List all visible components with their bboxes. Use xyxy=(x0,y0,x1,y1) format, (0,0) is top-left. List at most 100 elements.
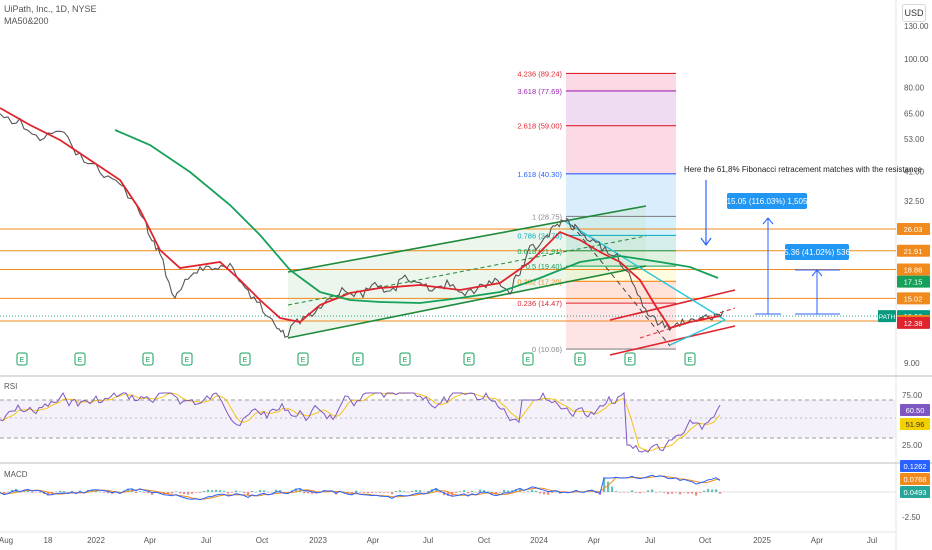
earnings-marker-label: E xyxy=(467,357,472,364)
macd-hist-bar xyxy=(307,492,310,494)
macd-hist-bar xyxy=(543,492,546,495)
macd-hist-bar xyxy=(27,490,30,492)
macd-hist-bar xyxy=(455,492,458,494)
macd-hist-bar xyxy=(555,491,558,493)
macd-hist-bar xyxy=(447,492,450,496)
time-tick-label: 2023 xyxy=(309,536,327,545)
macd-hist-bar xyxy=(251,491,254,492)
rsi-tick-75: 75.00 xyxy=(902,391,923,400)
macd-hist-bar xyxy=(215,489,218,492)
macd-hist-bar xyxy=(391,492,394,495)
rsi-tag-label: 51.96 xyxy=(906,420,925,429)
time-axis[interactable]: Aug 18 2022 Apr Jul Oct 2023 Apr Jul Oct 2024 Apr Ju… xyxy=(0,536,877,545)
macd-hist-bar xyxy=(479,489,482,492)
fib-band xyxy=(566,303,676,350)
macd-hist-bar xyxy=(667,492,670,495)
earnings-marker-label: E xyxy=(526,357,531,364)
price-tick-label: 41.00 xyxy=(904,168,925,177)
macd-hist-bar xyxy=(371,492,374,493)
macd-hist-bar xyxy=(171,492,174,494)
price-tick-label: 100.00 xyxy=(904,55,929,64)
fib-level-label: 4.236 (89.24) xyxy=(517,69,562,78)
time-tick-label: Aug xyxy=(0,536,13,545)
channel-fill xyxy=(288,206,646,338)
fib-level-label: 3.618 (77.69) xyxy=(517,87,562,96)
macd-hist-bar xyxy=(247,492,250,495)
macd-hist-bar xyxy=(715,489,718,492)
macd-hist-bar xyxy=(395,490,398,492)
macd-hist-bar xyxy=(691,492,694,494)
cyan-trendline xyxy=(565,221,726,346)
earnings-marker-label: E xyxy=(243,357,248,364)
macd-hist-bar xyxy=(259,490,262,492)
macd-hist-bar xyxy=(71,490,74,492)
macd-hist-bar xyxy=(203,491,206,492)
macd-hist-bar xyxy=(311,492,314,494)
earnings-marker-box xyxy=(684,352,696,366)
price-axis[interactable]: 130.00 100.00 80.00 65.00 53.00 41.00 32.50 9.0… xyxy=(904,22,929,368)
fib-band xyxy=(566,250,676,267)
time-tick-label: 18 xyxy=(44,536,53,545)
macd-hist-bar xyxy=(671,492,674,494)
price-tag-box xyxy=(897,292,930,305)
fib-band xyxy=(566,173,676,217)
time-tick-label: Jul xyxy=(645,536,655,545)
macd-hist-bar xyxy=(611,486,614,492)
macd-hist-bar xyxy=(55,491,58,493)
price-tick-label: 9.00 xyxy=(904,359,920,368)
price-tick-label: 53.00 xyxy=(904,135,925,144)
macd-hist-bar xyxy=(507,490,510,492)
macd-hist-bar xyxy=(75,492,78,493)
price-tag-box xyxy=(897,316,930,329)
macd-hist-bar xyxy=(139,491,142,492)
earnings-marker-box xyxy=(181,352,193,366)
macd-hist-bar xyxy=(0,492,2,493)
macd-hist-bar xyxy=(499,492,502,493)
macd-hist-bar xyxy=(23,490,26,492)
earnings-marker-label: E xyxy=(185,357,190,364)
fib-annotation: Here the 61,8% Fibonacci retracement mat… xyxy=(684,165,922,174)
earnings-marker-box xyxy=(297,352,309,366)
macd-hist-bar xyxy=(411,490,414,492)
macd-hist-bar xyxy=(11,489,14,492)
fib-band xyxy=(566,90,676,126)
rsi-band xyxy=(0,400,896,438)
price-tag-label: 17.15 xyxy=(904,278,923,287)
macd-hist-bar xyxy=(623,492,626,493)
macd-hist-bar xyxy=(211,490,214,492)
macd-line xyxy=(0,474,721,501)
time-tick-label: Apr xyxy=(588,536,601,545)
macd-hist-bar xyxy=(219,490,222,492)
fib-level-label: 0.236 (14.47) xyxy=(517,299,562,308)
price-tag-box xyxy=(897,223,930,235)
macd-hist-bar xyxy=(239,491,242,492)
macd-hist-bar xyxy=(207,489,210,492)
price-series xyxy=(0,113,724,338)
macd-hist-bar xyxy=(39,492,42,493)
macd-hist-bar xyxy=(675,492,678,493)
macd-hist-bar xyxy=(167,492,170,494)
macd-hist-bar xyxy=(303,492,306,494)
time-tick-label: 2024 xyxy=(530,536,548,545)
ticker-tag-label: PATH xyxy=(879,314,896,321)
time-tick-label: Jul xyxy=(201,536,211,545)
fib-lines: 4.236 (89.24) 3.618 (77.69) 2.618 (59.00) 1… xyxy=(517,69,676,354)
macd-hist-bar xyxy=(427,491,430,492)
rsi-title: RSI xyxy=(4,382,17,391)
macd-hist-bar xyxy=(187,492,190,495)
earnings-marker-box xyxy=(16,352,28,366)
currency-button[interactable]: USD xyxy=(902,4,926,22)
earnings-marker-box xyxy=(142,352,154,366)
macd-hist-bar xyxy=(639,492,642,494)
macd-hist-bar xyxy=(183,492,186,495)
macd-hist-bar xyxy=(375,492,378,493)
price-tag-box xyxy=(897,244,930,257)
fib-level-label: 0.382 (17.20) xyxy=(517,277,562,286)
earnings-marker-label: E xyxy=(628,357,633,364)
macd-hist-bar xyxy=(231,492,234,493)
macd-hist-bar xyxy=(331,491,334,492)
macd-hist-bar xyxy=(619,492,622,493)
macd-hist-bar xyxy=(439,492,442,493)
